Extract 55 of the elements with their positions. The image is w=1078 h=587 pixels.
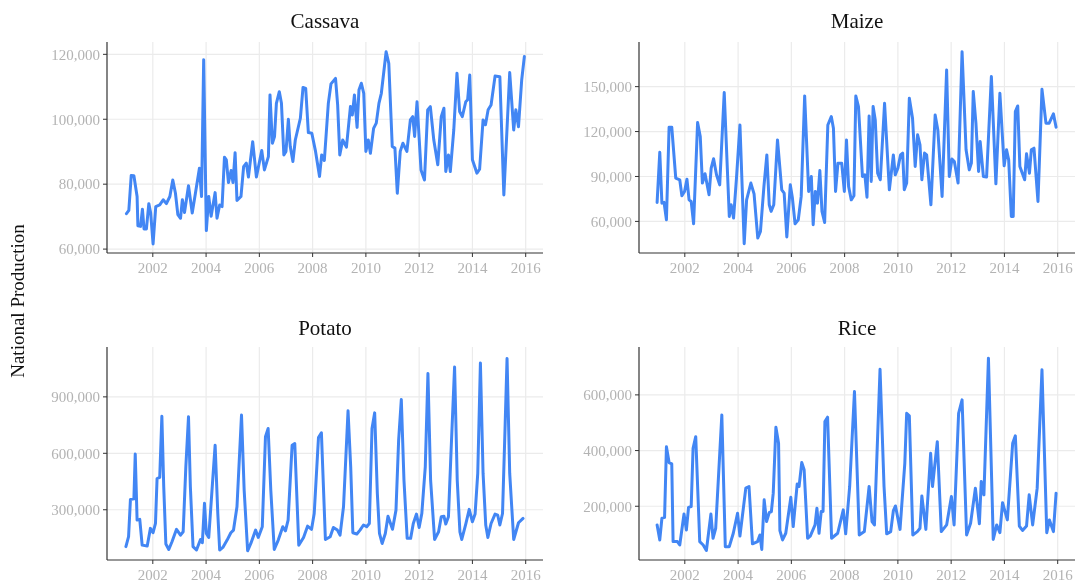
x-tick-label: 2016 xyxy=(1042,567,1074,583)
x-tick-label: 2006 xyxy=(776,260,807,276)
x-tick-label: 2014 xyxy=(457,260,488,276)
y-tick-label: 600,000 xyxy=(583,387,632,404)
x-tick-label: 2016 xyxy=(1042,260,1074,276)
x-tick-label: 2014 xyxy=(989,260,1020,276)
x-tick-label: 2008 xyxy=(829,260,860,276)
x-tick-label: 2004 xyxy=(723,567,754,583)
y-tick-label: 600,000 xyxy=(51,445,100,462)
chart-title: Maize xyxy=(830,9,884,33)
x-tick-label: 2006 xyxy=(244,260,275,276)
chart-title: Potato xyxy=(298,316,352,340)
x-tick-label: 2002 xyxy=(669,260,700,276)
line-series xyxy=(655,356,1058,553)
x-tick-label: 2014 xyxy=(989,567,1020,583)
x-tick-label: 2008 xyxy=(297,260,328,276)
x-tick-label: 2010 xyxy=(350,260,381,276)
y-tick-label: 400,000 xyxy=(583,442,632,459)
y-tick-label: 60,000 xyxy=(58,241,100,258)
x-tick-label: 2004 xyxy=(191,260,222,276)
y-tick-label: 60,000 xyxy=(590,213,632,230)
y-tick-label: 80,000 xyxy=(58,176,100,193)
y-tick-label: 120,000 xyxy=(51,46,100,63)
y-axis-title: National Production xyxy=(7,223,28,378)
y-tick-label: 150,000 xyxy=(583,78,632,95)
x-tick-label: 2002 xyxy=(669,567,700,583)
x-tick-label: 2012 xyxy=(404,567,435,583)
x-tick-label: 2012 xyxy=(936,567,967,583)
x-tick-label: 2008 xyxy=(297,567,328,583)
line-series xyxy=(124,356,525,553)
x-tick-label: 2008 xyxy=(829,567,860,583)
x-tick-label: 2016 xyxy=(510,260,542,276)
y-tick-label: 90,000 xyxy=(590,168,632,185)
y-tick-label: 900,000 xyxy=(51,389,100,406)
x-tick-label: 2010 xyxy=(882,567,913,583)
y-tick-label: 200,000 xyxy=(583,498,632,515)
line-series xyxy=(655,50,1058,246)
y-tick-label: 100,000 xyxy=(51,111,100,128)
line-series xyxy=(124,50,526,246)
y-tick-label: 120,000 xyxy=(583,123,632,140)
x-tick-label: 2002 xyxy=(137,260,168,276)
x-tick-label: 2010 xyxy=(882,260,913,276)
y-tick-label: 300,000 xyxy=(51,502,100,519)
x-tick-label: 2002 xyxy=(137,567,168,583)
x-tick-label: 2016 xyxy=(510,567,542,583)
x-tick-label: 2006 xyxy=(776,567,807,583)
chart-title: Rice xyxy=(837,316,877,340)
x-tick-label: 2004 xyxy=(191,567,222,583)
chart-title: Cassava xyxy=(290,9,361,33)
x-tick-label: 2004 xyxy=(723,260,754,276)
x-tick-label: 2014 xyxy=(457,567,488,583)
x-tick-label: 2012 xyxy=(404,260,435,276)
x-tick-label: 2010 xyxy=(350,567,381,583)
x-tick-label: 2012 xyxy=(936,260,967,276)
x-tick-label: 2006 xyxy=(244,567,275,583)
